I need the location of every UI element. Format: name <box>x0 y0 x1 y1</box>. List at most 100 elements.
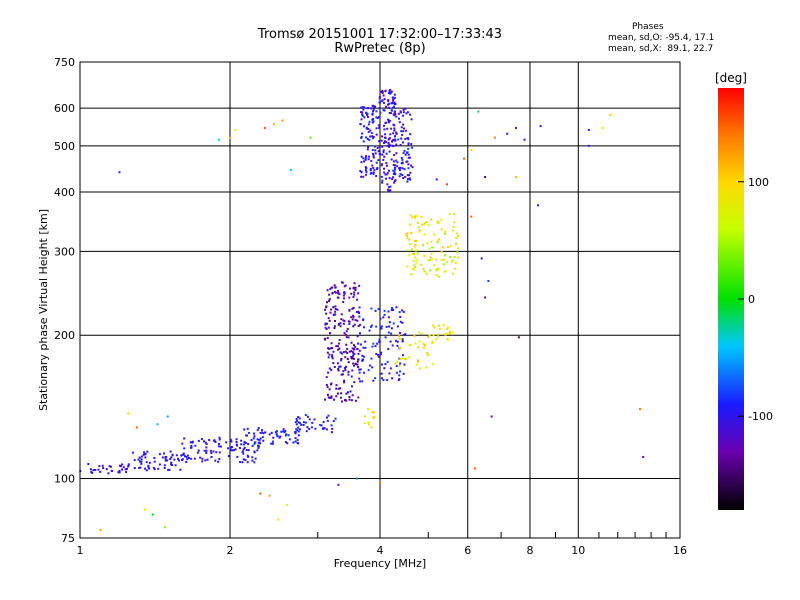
data-point <box>374 309 377 312</box>
data-point <box>217 460 220 463</box>
x-axis-label: Frequency [MHz] <box>334 557 426 570</box>
data-point <box>388 119 391 122</box>
data-point <box>331 357 334 360</box>
data-point <box>377 150 380 153</box>
data-point <box>336 308 339 311</box>
data-point <box>402 372 405 375</box>
data-point <box>344 399 347 402</box>
data-point <box>393 93 396 96</box>
data-point <box>327 356 330 359</box>
data-point <box>361 354 364 357</box>
data-point <box>405 129 408 132</box>
data-point <box>356 363 359 366</box>
data-point <box>294 432 297 435</box>
data-point <box>295 419 298 422</box>
data-point <box>351 307 354 310</box>
data-point <box>208 439 211 442</box>
data-point <box>227 447 230 450</box>
data-point <box>335 395 338 398</box>
data-point <box>328 347 331 350</box>
data-point <box>398 334 401 337</box>
data-point <box>87 462 90 465</box>
y-tick-label: 100 <box>54 473 75 486</box>
data-point <box>344 368 347 371</box>
data-point <box>359 106 362 109</box>
data-point <box>345 330 348 333</box>
data-point <box>361 111 364 114</box>
data-point <box>402 310 405 313</box>
data-point <box>359 170 362 173</box>
data-point <box>409 133 412 136</box>
data-point <box>382 167 385 170</box>
data-point <box>385 105 388 108</box>
data-point <box>399 320 402 323</box>
data-point <box>140 460 143 463</box>
data-point <box>297 421 300 424</box>
data-point <box>384 136 387 139</box>
data-point <box>418 229 421 232</box>
data-point <box>406 178 409 181</box>
data-point <box>386 103 389 106</box>
data-point <box>473 467 476 470</box>
data-point <box>366 115 369 118</box>
data-point <box>411 166 414 169</box>
data-point <box>372 137 375 140</box>
data-point <box>455 237 458 240</box>
data-point <box>517 336 520 339</box>
data-point <box>254 457 257 460</box>
data-point <box>360 171 363 174</box>
data-point <box>388 102 391 105</box>
data-point <box>252 437 255 440</box>
data-point <box>163 466 166 469</box>
data-point <box>261 431 264 434</box>
data-point <box>361 106 364 109</box>
data-point <box>406 249 409 252</box>
data-point <box>480 257 483 260</box>
data-point <box>218 458 221 461</box>
data-point <box>139 466 142 469</box>
data-point <box>91 471 94 474</box>
data-point <box>396 340 399 343</box>
data-point <box>330 347 333 350</box>
data-point <box>148 461 151 464</box>
data-point <box>337 367 340 370</box>
data-point <box>443 254 446 257</box>
data-point <box>392 176 395 179</box>
phases-heading: Phases <box>632 22 664 32</box>
data-point <box>392 145 395 148</box>
data-point <box>339 322 342 325</box>
data-point <box>247 443 250 446</box>
data-point <box>287 434 290 437</box>
data-point <box>420 263 423 266</box>
data-point <box>403 363 406 366</box>
data-point <box>444 270 447 273</box>
data-point <box>403 149 406 152</box>
data-point <box>357 342 360 345</box>
data-point <box>328 298 331 301</box>
data-point <box>408 238 411 241</box>
data-point <box>380 164 383 167</box>
data-point <box>364 173 367 176</box>
colorbar-ticks: -100 0 100 <box>738 176 773 423</box>
data-point <box>181 458 184 461</box>
data-point <box>304 421 307 424</box>
data-point <box>416 221 419 224</box>
data-point <box>406 111 409 114</box>
data-point <box>259 492 262 495</box>
data-point <box>399 338 402 341</box>
data-point <box>435 274 438 277</box>
data-point <box>401 174 404 177</box>
data-point <box>292 441 295 444</box>
data-point <box>338 338 341 341</box>
data-point <box>344 350 347 353</box>
data-point <box>405 112 408 115</box>
data-point <box>437 239 440 242</box>
data-point <box>390 158 393 161</box>
data-point <box>401 162 404 165</box>
data-point <box>444 232 447 235</box>
data-point <box>371 112 374 115</box>
data-point <box>388 177 391 180</box>
data-point <box>362 157 365 160</box>
data-point <box>140 458 143 461</box>
data-point <box>127 412 130 415</box>
